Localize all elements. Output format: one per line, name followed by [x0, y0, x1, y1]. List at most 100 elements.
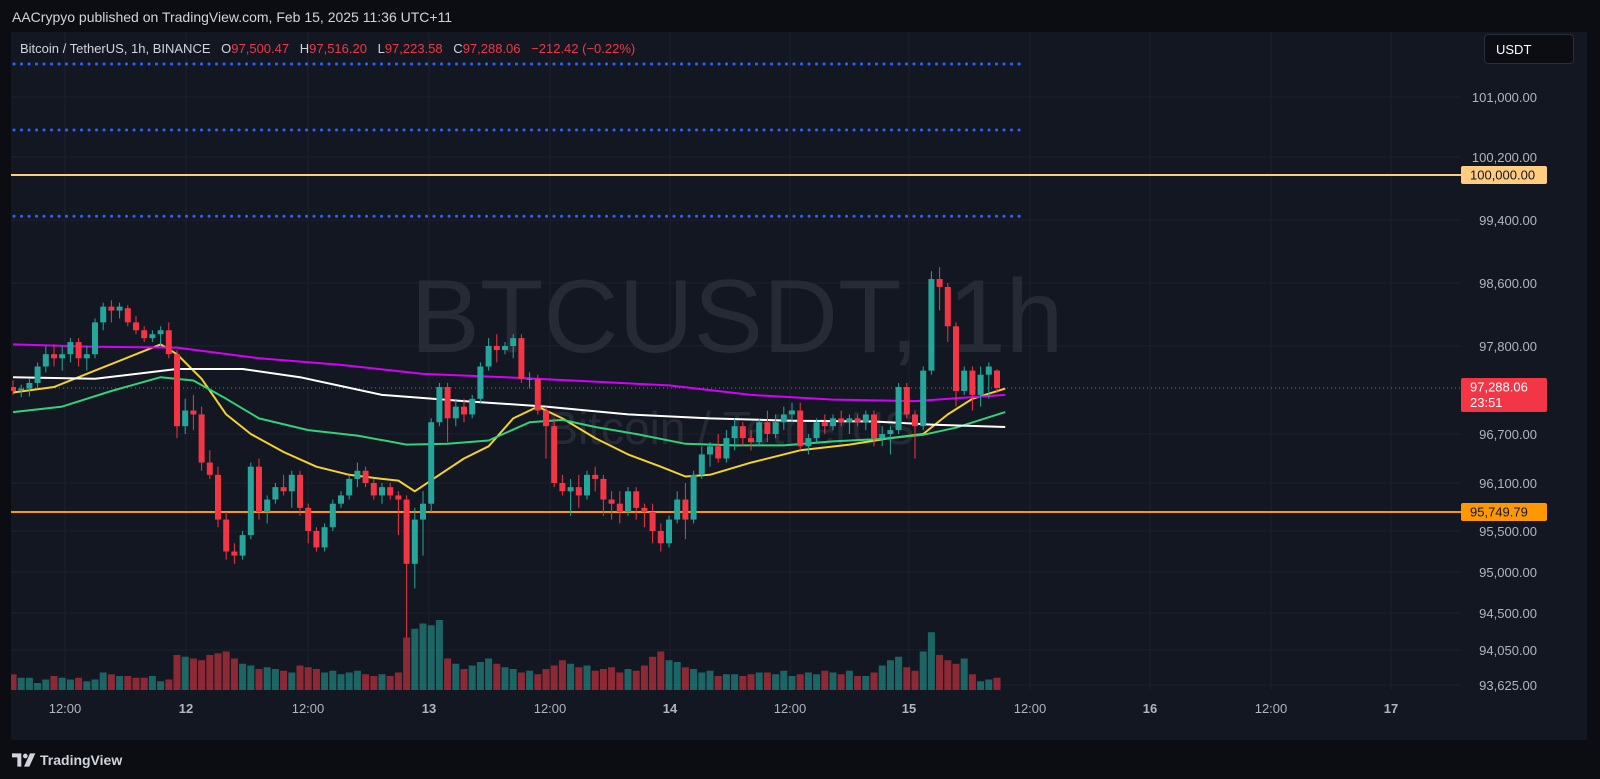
volume-bar: [25, 677, 33, 690]
volume-bar: [665, 660, 673, 690]
volume-bar: [91, 679, 99, 690]
candle-body: [682, 499, 689, 520]
volume-bar: [649, 656, 657, 690]
price-axis-label: 98,600.00: [1479, 276, 1537, 291]
volume-bar: [952, 663, 960, 690]
candle-body: [715, 446, 722, 459]
candle-body: [231, 551, 238, 556]
volume-bar: [34, 683, 42, 690]
volume-bar: [534, 674, 542, 690]
volume-bar: [763, 672, 771, 690]
candle-body: [485, 346, 492, 367]
candle-body: [272, 487, 279, 500]
volume-bar: [657, 651, 665, 690]
volume-bars: [11, 620, 1001, 690]
candle-body: [641, 507, 648, 512]
candle-body: [297, 474, 303, 508]
candle-body: [936, 279, 943, 287]
candle-body: [116, 306, 123, 311]
volume-bar: [870, 672, 878, 690]
candle-body: [354, 470, 361, 479]
legend-change: −212.42 (−0.22%): [531, 41, 636, 56]
candle-body: [379, 487, 385, 496]
price-axis[interactable]: 101,000.00 100,200.00 99,400.00 98,600.00 97…: [1472, 90, 1537, 693]
volume-bar: [66, 679, 74, 690]
candle-body: [215, 474, 221, 520]
volume-bar: [263, 667, 271, 690]
candle-body: [608, 499, 615, 504]
candle-body: [11, 387, 16, 391]
volume-bar: [394, 672, 402, 690]
price-axis-label: 97,800.00: [1479, 339, 1537, 354]
legend-high-value: 97,516.20: [309, 41, 367, 56]
volume-bar: [608, 667, 616, 690]
volume-bar: [198, 660, 206, 690]
volume-bar: [280, 670, 288, 690]
candle-body: [403, 499, 410, 564]
volume-bar: [83, 681, 91, 690]
time-axis[interactable]: 12:00 12 12:00 13 12:00 14 12:00 15 12:00 16 12:00…: [49, 701, 1399, 716]
candle-body: [477, 366, 484, 399]
time-axis-label: 15: [902, 701, 916, 716]
price-tag-label: 100,000.00: [1470, 168, 1535, 183]
volume-bar: [403, 637, 411, 690]
volume-bar: [230, 658, 238, 690]
candle-body: [543, 410, 549, 427]
candle-body: [264, 499, 271, 512]
volume-bar: [673, 662, 681, 690]
candle-body: [764, 422, 771, 434]
volume-bar: [886, 660, 894, 690]
candle-body: [903, 387, 910, 415]
publish-info: AACrypyo published on TradingView.com, F…: [12, 9, 453, 25]
chart-panel[interactable]: BTCUSDT, 1h Bitcoin / TetherUS 101,000.0…: [11, 32, 1587, 740]
volume-bar: [148, 676, 156, 690]
volume-bar: [99, 672, 107, 690]
volume-bar: [591, 670, 599, 690]
volume-bar: [936, 655, 944, 690]
candle-body: [420, 503, 426, 520]
candle-body: [969, 370, 976, 395]
candle-body: [616, 503, 623, 512]
price-axis-label: 95,000.00: [1479, 565, 1537, 580]
candle-body: [370, 483, 377, 496]
candle-body: [846, 418, 853, 423]
volume-bar: [837, 674, 845, 690]
candle-body: [977, 374, 984, 395]
price-chart[interactable]: BTCUSDT, 1h Bitcoin / TetherUS 101,000.0…: [11, 32, 1587, 740]
volume-bar: [427, 625, 435, 690]
price-axis-label: 100,200.00: [1472, 150, 1537, 165]
volume-bar: [370, 676, 378, 690]
candle-body: [953, 326, 959, 391]
volume-bar: [239, 663, 247, 690]
volume-bar: [296, 665, 304, 690]
candle-body: [444, 387, 451, 419]
volume-bar: [435, 620, 443, 690]
volume-bar: [878, 665, 886, 690]
price-tag-countdown: 23:51: [1470, 395, 1503, 410]
candle-body: [329, 503, 336, 528]
candle-body: [26, 382, 33, 389]
volume-bar: [11, 674, 17, 690]
time-axis-label: 12:00: [774, 701, 807, 716]
candle-body: [994, 370, 1000, 388]
time-axis-label: 12:00: [292, 701, 325, 716]
tradingview-logo-icon: [12, 753, 36, 767]
volume-bar: [247, 665, 255, 690]
currency-button[interactable]: USDT: [1484, 34, 1574, 64]
volume-bar: [493, 663, 501, 690]
volume-bar: [845, 670, 853, 690]
candle-body: [625, 491, 631, 512]
volume-bar: [616, 672, 624, 690]
volume-bar: [50, 676, 58, 690]
volume-bar: [862, 676, 870, 690]
time-axis-label: 12:00: [1014, 701, 1047, 716]
candle-body: [411, 519, 418, 564]
volume-bar: [476, 662, 484, 690]
volume-bar: [706, 670, 714, 690]
volume-bar: [173, 655, 181, 690]
footer: TradingView: [12, 750, 122, 770]
candle-body: [649, 511, 656, 531]
volume-bar: [681, 667, 689, 690]
candle-body: [559, 483, 566, 492]
volume-bar: [796, 674, 804, 690]
